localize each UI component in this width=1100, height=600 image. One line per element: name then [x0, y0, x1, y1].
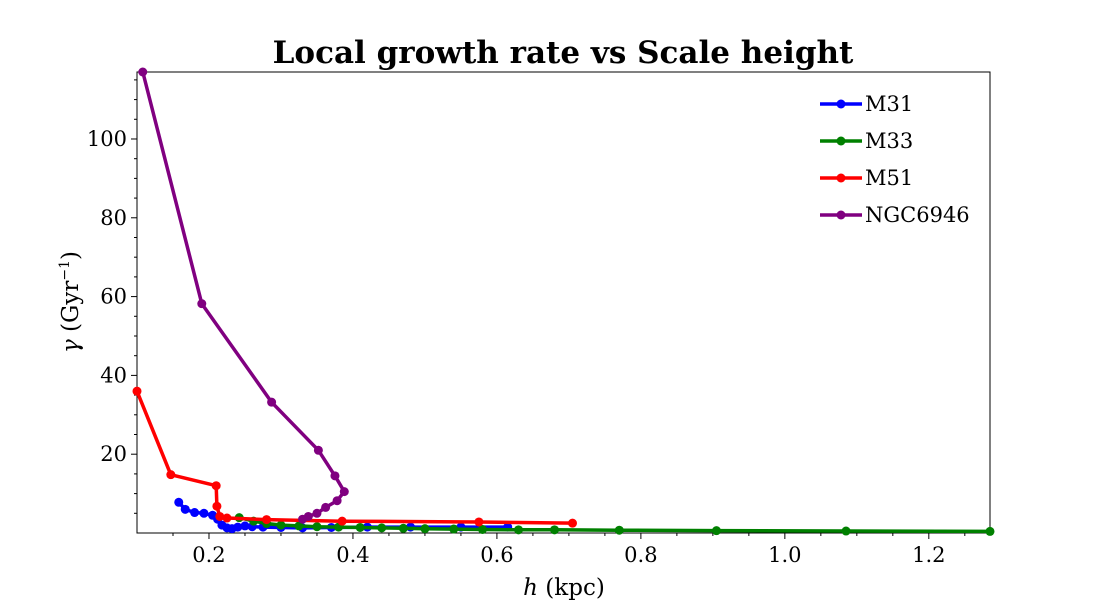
data-point-m33 [398, 523, 408, 533]
y-axis-unit-exponent: −1 [57, 260, 73, 281]
chart-title: Local growth rate vs Scale height [273, 35, 854, 71]
data-point-m33 [294, 521, 304, 531]
data-point-ngc6946 [313, 445, 323, 455]
x-tick-label: 1.2 [912, 543, 945, 567]
x-tick-label: 0.4 [336, 543, 369, 567]
legend: M31 M33 M51 NGC6946 [820, 92, 970, 227]
legend-item-m51: M51 [820, 166, 913, 190]
x-axis-unit: (kpc) [538, 575, 605, 600]
data-point-m33 [514, 525, 524, 535]
series-line-ngc6946 [141, 71, 347, 521]
data-point-m31 [190, 508, 200, 518]
data-point-m33 [841, 526, 851, 536]
legend-item-m33: M33 [820, 129, 913, 153]
data-point-m33 [478, 524, 488, 534]
data-point-ngc6946 [312, 508, 322, 518]
y-axis-unit: (Gyr [58, 281, 84, 340]
data-point-m31 [233, 522, 243, 532]
data-point-m51 [212, 501, 222, 511]
data-point-m51 [215, 511, 225, 521]
legend-label: M51 [865, 166, 913, 190]
legend-marker [836, 173, 846, 183]
y-tick-label: 40 [100, 363, 127, 387]
data-point-m51 [474, 517, 484, 527]
plot-frame [136, 71, 991, 534]
data-point-ngc6946 [197, 299, 207, 309]
x-axis: 0.2 0.4 0.6 0.8 1.0 1.2 [172, 533, 966, 567]
data-point-ngc6946 [298, 514, 308, 524]
data-point-m51 [567, 518, 577, 528]
y-axis: 20 40 60 80 100 [87, 79, 137, 514]
data-point-ngc6946 [321, 502, 331, 512]
x-tick-label: 0.6 [480, 543, 513, 567]
data-point-m33 [614, 525, 624, 535]
data-point-m31 [180, 504, 190, 514]
y-axis-variable: γ [58, 339, 84, 353]
data-point-m51 [211, 481, 221, 491]
data-point-ngc6946 [330, 471, 340, 481]
x-tick-label: 1.0 [768, 543, 801, 567]
data-point-ngc6946 [267, 397, 277, 407]
data-point-m33 [550, 525, 560, 535]
legend-label: M33 [865, 129, 913, 153]
y-axis-unit-close: ) [58, 251, 84, 260]
series-layer [132, 67, 995, 536]
series-line-m51 [135, 390, 573, 525]
x-tick-label: 0.8 [624, 543, 657, 567]
legend-marker [836, 99, 846, 109]
data-point-ngc6946 [339, 487, 349, 497]
legend-marker [836, 210, 846, 220]
y-tick-label: 20 [100, 442, 127, 466]
legend-label: M31 [865, 92, 913, 116]
y-tick-label: 80 [100, 206, 127, 230]
data-point-m51 [262, 515, 272, 525]
data-point-ngc6946 [332, 496, 342, 506]
data-point-m33 [449, 524, 459, 534]
legend-marker [836, 136, 846, 146]
y-tick-label: 100 [87, 127, 127, 151]
data-point-ngc6946 [138, 67, 148, 77]
data-point-m33 [711, 526, 721, 536]
data-point-m31 [174, 497, 184, 507]
data-point-m33 [985, 526, 995, 536]
legend-item-m31: M31 [820, 92, 913, 116]
data-point-m31 [199, 508, 209, 518]
data-point-m31 [240, 521, 250, 531]
y-tick-label: 60 [100, 285, 127, 309]
series-ngc6946 [138, 67, 349, 524]
data-point-m33 [276, 520, 286, 530]
data-point-m51 [166, 470, 176, 480]
x-axis-label: h (kpc) [523, 575, 605, 600]
data-point-m33 [312, 522, 322, 532]
x-axis-variable: h [523, 575, 538, 600]
data-point-m33 [355, 522, 365, 532]
series-m51 [132, 386, 577, 528]
data-point-m33 [377, 523, 387, 533]
data-point-m33 [420, 524, 430, 534]
x-tick-label: 0.2 [192, 543, 225, 567]
legend-label: NGC6946 [865, 203, 970, 227]
y-axis-label: γ (Gyr−1) [57, 251, 84, 353]
legend-item-ngc6946: NGC6946 [820, 203, 970, 227]
data-point-m51 [222, 513, 232, 523]
data-point-m51 [132, 386, 142, 396]
data-point-m51 [337, 516, 347, 526]
